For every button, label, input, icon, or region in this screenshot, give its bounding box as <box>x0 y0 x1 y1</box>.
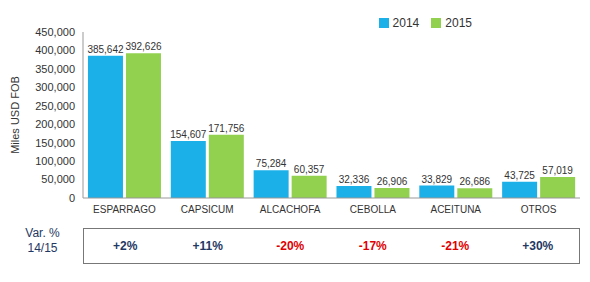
svg-text:33,829: 33,829 <box>422 174 453 185</box>
html-text:+2%: +2% <box>113 239 138 253</box>
svg-text:250,000: 250,000 <box>35 100 75 112</box>
svg-text:154,607: 154,607 <box>170 129 207 140</box>
html-text:14/15: 14/15 <box>27 241 58 255</box>
svg-text:ACEITUNA: ACEITUNA <box>430 204 481 215</box>
html-text:-20%: -20% <box>276 239 305 253</box>
svg-text:100,000: 100,000 <box>35 155 75 167</box>
html-text:Var. %: Var. % <box>25 226 60 240</box>
html-text:2015: 2015 <box>445 16 472 30</box>
html-text:+30%: +30% <box>522 239 554 253</box>
svg-text:450,000: 450,000 <box>35 26 75 38</box>
svg-text:ESPARRAGO: ESPARRAGO <box>93 204 156 215</box>
svg-text:0: 0 <box>69 192 75 204</box>
svg-text:171,756: 171,756 <box>208 123 245 134</box>
svg-text:43,725: 43,725 <box>504 170 535 181</box>
svg-text:200,000: 200,000 <box>35 118 75 130</box>
svg-text:50,000: 50,000 <box>41 173 75 185</box>
html-text:-17%: -17% <box>358 239 387 253</box>
svg-text:OTROS: OTROS <box>521 204 557 215</box>
svg-text:60,357: 60,357 <box>294 164 325 175</box>
html-text:2014: 2014 <box>392 16 420 30</box>
svg-text:400,000: 400,000 <box>35 44 75 56</box>
html-text:-21%: -21% <box>441 239 470 253</box>
svg-text:150,000: 150,000 <box>35 137 75 149</box>
svg-text:32,336: 32,336 <box>339 174 370 185</box>
svg-text:ALCACHOFA: ALCACHOFA <box>260 204 321 215</box>
svg-text:300,000: 300,000 <box>35 81 75 93</box>
svg-text:26,906: 26,906 <box>377 176 408 187</box>
svg-text:392,626: 392,626 <box>125 41 162 52</box>
html-text:+11%: +11% <box>192 239 223 253</box>
svg-text:CAPSICUM: CAPSICUM <box>181 204 234 215</box>
svg-text:CEBOLLA: CEBOLLA <box>350 204 396 215</box>
svg-text:26,686: 26,686 <box>460 176 491 187</box>
svg-text:Miles USD FOB: Miles USD FOB <box>9 76 21 154</box>
svg-text:75,284: 75,284 <box>256 158 287 169</box>
svg-text:57,019: 57,019 <box>542 165 573 176</box>
svg-text:385,642: 385,642 <box>87 44 124 55</box>
svg-text:350,000: 350,000 <box>35 63 75 75</box>
